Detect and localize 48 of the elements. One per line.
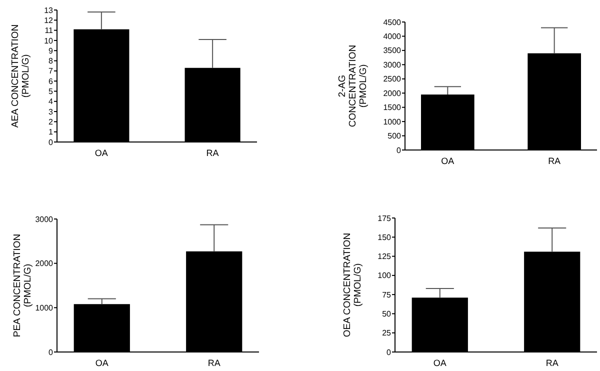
- y-axis-title: PEA CONCENTRATION (PMOL/G): [12, 234, 34, 338]
- y-tick-label: 500: [388, 132, 402, 141]
- y-tick-label: 50: [382, 310, 392, 319]
- y-tick-label: 10: [44, 36, 54, 46]
- y-tick-label: 4000: [383, 32, 402, 42]
- y-tick-label: 9: [48, 46, 54, 56]
- x-tick-label: RA: [206, 148, 219, 158]
- y-tick-label: 4: [48, 97, 54, 106]
- y-tick-label: 0: [48, 138, 54, 147]
- x-tick-label: OA: [441, 156, 454, 166]
- x-tick-label: OA: [94, 148, 108, 158]
- x-tick-label: RA: [548, 156, 561, 166]
- y-tick-label: 2: [48, 117, 54, 126]
- y-tick-label: 2500: [383, 74, 402, 84]
- y-tick-label: 3000: [35, 214, 54, 224]
- y-tick-label: 2000: [383, 88, 402, 98]
- y-tick-label: 12: [44, 16, 54, 25]
- y-axis-title: 2-AG CONCENTRATION (PMOL/G): [337, 44, 369, 128]
- y-tick-label: 4500: [383, 18, 402, 27]
- y-tick-label: 25: [382, 328, 392, 338]
- y-tick-label: 5: [48, 87, 54, 96]
- y-tick-label: 1: [48, 128, 54, 137]
- y-tick-label: 6: [48, 76, 54, 86]
- y-tick-label: 1500: [383, 103, 402, 112]
- y-tick-label: 2000: [35, 259, 54, 268]
- y-tick-label: 0: [386, 348, 392, 357]
- y-tick-label: 125: [378, 252, 392, 262]
- y-tick-label: 3500: [383, 46, 402, 56]
- x-tick-label: OA: [95, 358, 108, 368]
- y-tick-label: 11: [44, 26, 54, 36]
- y-tick-label: 1000: [383, 117, 402, 126]
- y-tick-label: 175: [378, 214, 392, 223]
- y-axis-title: AEA CONCENTRATION (PMOL/G): [10, 24, 32, 128]
- x-tick-label: RA: [208, 358, 220, 368]
- x-tick-label: RA: [546, 358, 558, 368]
- y-tick-label: 3000: [383, 60, 402, 70]
- x-tick-label: OA: [433, 358, 446, 368]
- y-tick-label: 3: [48, 107, 54, 116]
- y-tick-label: 0: [396, 146, 402, 155]
- y-tick-label: 7: [48, 66, 54, 76]
- y-tick-label: 1000: [35, 303, 54, 312]
- y-tick-label: 100: [378, 271, 392, 280]
- y-tick-label: 0: [48, 348, 54, 357]
- y-axis-title: OEA CONCENTRATION (PMOL/G): [342, 232, 364, 338]
- y-tick-label: 150: [378, 232, 392, 242]
- y-tick-label: 8: [48, 56, 54, 66]
- y-tick-label: 13: [44, 6, 54, 15]
- y-tick-label: 75: [382, 290, 392, 300]
